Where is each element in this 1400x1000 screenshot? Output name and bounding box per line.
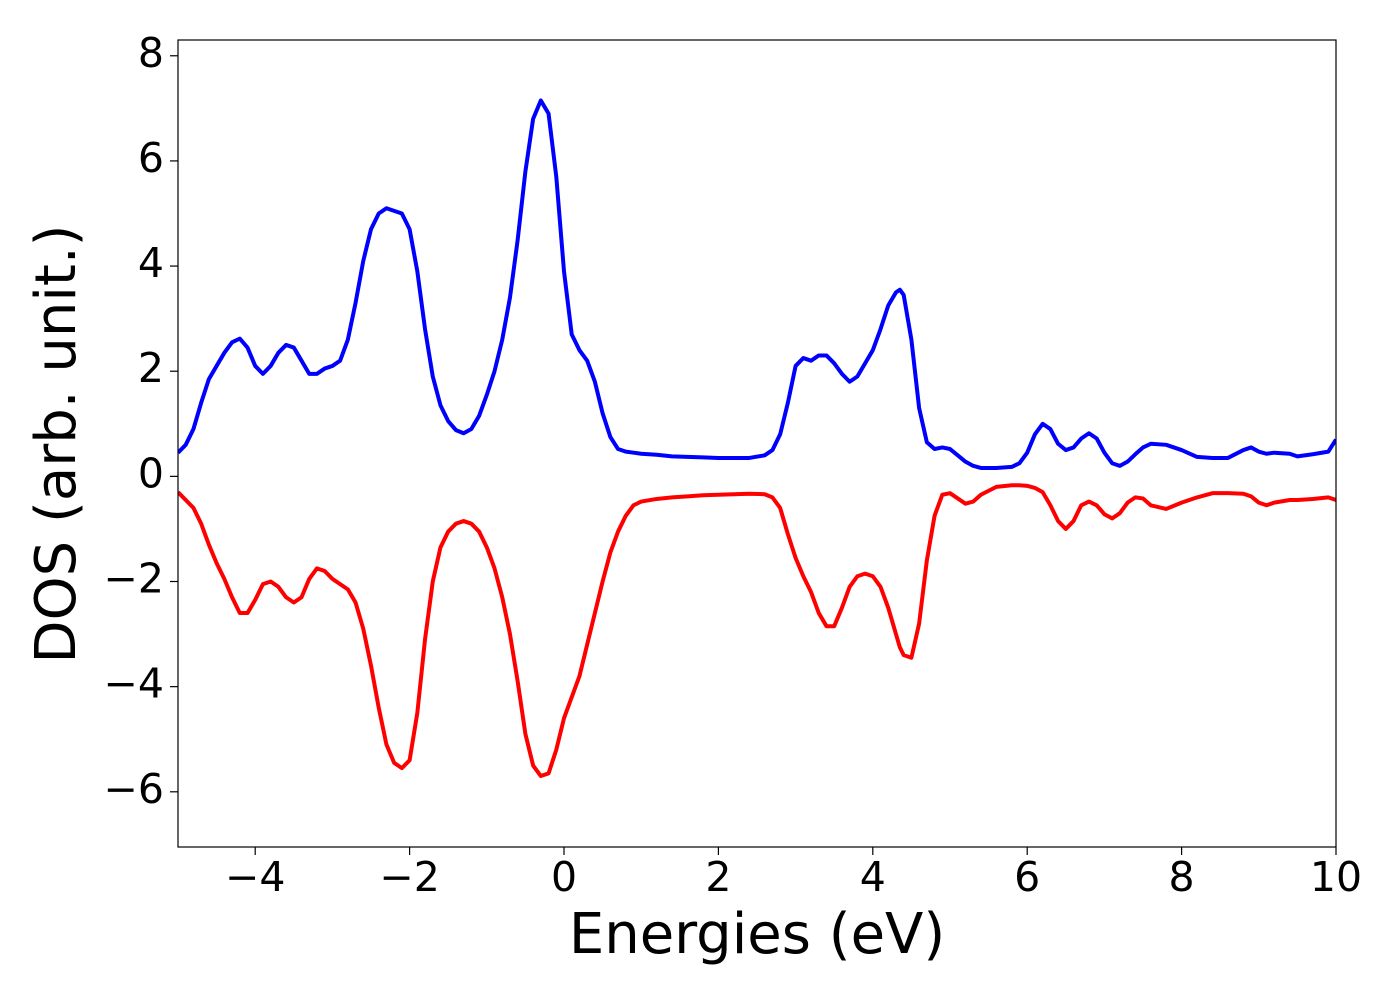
y-tick-label: 4 [138,239,164,287]
y-tick-label: −6 [104,765,164,813]
x-tick-label: 2 [705,853,731,901]
x-tick-label: 8 [1169,853,1195,901]
y-tick-label: 8 [138,29,164,77]
x-axis-label: Energies (eV) [569,902,945,967]
x-tick-label: 6 [1014,853,1040,901]
plot-frame [177,39,1337,848]
x-tick-label: 4 [860,853,886,901]
x-tick-label: 10 [1310,853,1362,901]
y-axis-label: DOS (arb. unit.) [24,224,89,663]
y-tick-label: −2 [104,555,164,603]
x-tick-label: −4 [225,853,285,901]
y-tick-label: −4 [104,660,164,708]
line-series [178,98,1336,470]
y-tick-label: 2 [138,344,164,392]
line-series [178,483,1336,779]
y-tick-label: 6 [138,134,164,182]
x-tick-label: 0 [551,853,577,901]
x-tick-label: −2 [379,853,439,901]
y-tick-label: 0 [138,449,164,497]
